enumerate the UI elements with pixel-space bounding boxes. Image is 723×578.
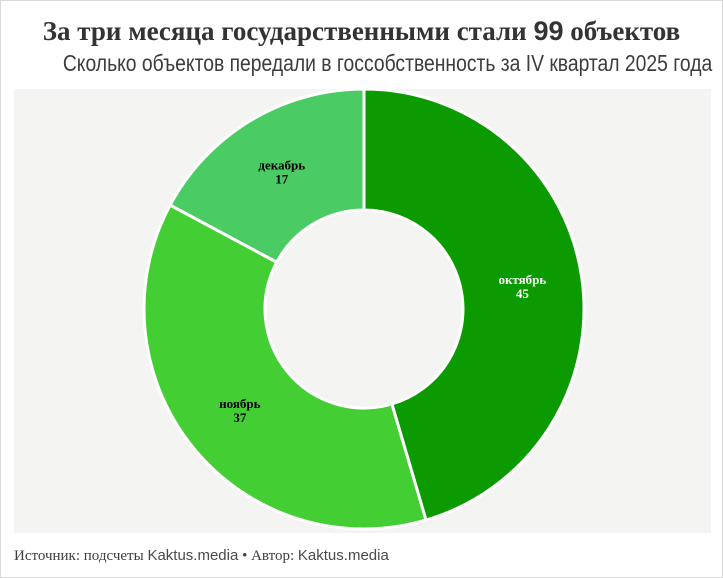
donut-segment-november	[142, 203, 428, 531]
subtitle-text: Сколько объектов передали в госсобственн…	[62, 50, 713, 76]
attribution-footer: Источник: подсчеты Kaktus.media • Автор:…	[14, 547, 389, 565]
page-title: За три месяца государственными стали 99 …	[1, 15, 722, 47]
donut-segment-december	[168, 87, 366, 264]
title-text-suffix: объектов	[563, 16, 681, 46]
title-text-prefix: За три месяца государственными стали	[42, 16, 534, 46]
title-number: 99	[533, 16, 564, 46]
source-brand: Kaktus.media	[147, 547, 239, 564]
chart-panel: октябрь 45 ноябрь 37 декабрь 17	[14, 87, 711, 533]
footer-separator: •	[238, 548, 252, 564]
donut-segment-october	[362, 87, 586, 522]
donut-label-november: ноябрь 37	[219, 396, 261, 425]
author-label: Автор:	[251, 548, 298, 564]
donut-chart: октябрь 45 ноябрь 37 декабрь 17	[142, 87, 586, 531]
donut-label-october: октябрь 45	[498, 272, 546, 301]
page-subtitle: Сколько объектов передали в госсобственн…	[1, 50, 722, 76]
author-brand: Kaktus.media	[297, 547, 389, 564]
source-label: Источник: подсчеты	[14, 548, 148, 564]
donut-label-december: декабрь 17	[258, 158, 305, 187]
